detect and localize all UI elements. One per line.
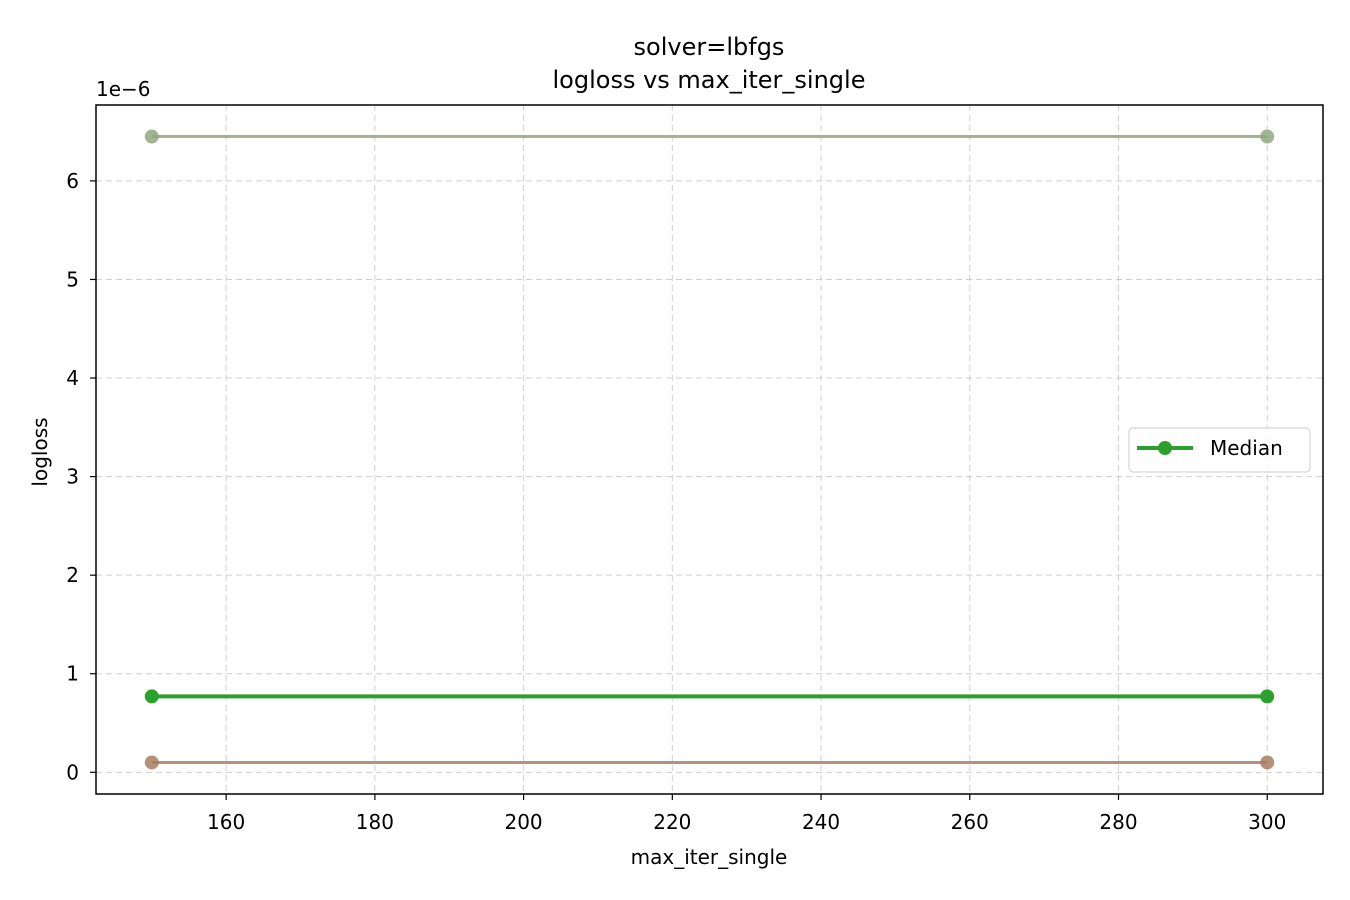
- y-tick-label: 4: [66, 366, 79, 390]
- y-tick-label: 1: [66, 662, 79, 686]
- grid: [96, 105, 1323, 794]
- data-point: [144, 755, 159, 770]
- data-point: [1260, 755, 1275, 770]
- x-tick-label: 160: [207, 810, 245, 834]
- x-tick-label: 280: [1099, 810, 1137, 834]
- x-tick-label: 200: [504, 810, 542, 834]
- y-tick-label: 5: [66, 267, 79, 291]
- chart-title: solver=lbfgs: [634, 33, 785, 61]
- y-tick-label: 2: [66, 563, 79, 587]
- data-point: [144, 129, 159, 144]
- legend: Median: [1128, 427, 1311, 473]
- data-point: [144, 689, 159, 704]
- x-axis-label: max_iter_single: [631, 845, 788, 869]
- x-tick-label: 180: [356, 810, 394, 834]
- legend-median-label: Median: [1210, 436, 1283, 460]
- legend-box: [1128, 427, 1311, 473]
- x-tick-label: 240: [802, 810, 840, 834]
- legend-median-marker: [1158, 441, 1172, 455]
- plot-frame: [95, 104, 1324, 795]
- x-tick-label: 260: [951, 810, 989, 834]
- y-tick-label: 6: [66, 169, 79, 193]
- series-layer: [144, 129, 1275, 770]
- y-axis-label: logloss: [28, 417, 52, 486]
- y-tick-label: 3: [66, 465, 79, 489]
- data-point: [1260, 129, 1275, 144]
- data-point: [1260, 689, 1275, 704]
- y-tick-label: 0: [66, 760, 79, 784]
- x-tick-label: 300: [1248, 810, 1286, 834]
- x-tick-label: 220: [653, 810, 691, 834]
- chart-subtitle: logloss vs max_iter_single: [553, 66, 866, 94]
- y-offset-text: 1e−6: [96, 77, 151, 101]
- ticks: 160 180 200 220 240 260 280 300 0 1 2 3 4 5 6: [66, 169, 1286, 834]
